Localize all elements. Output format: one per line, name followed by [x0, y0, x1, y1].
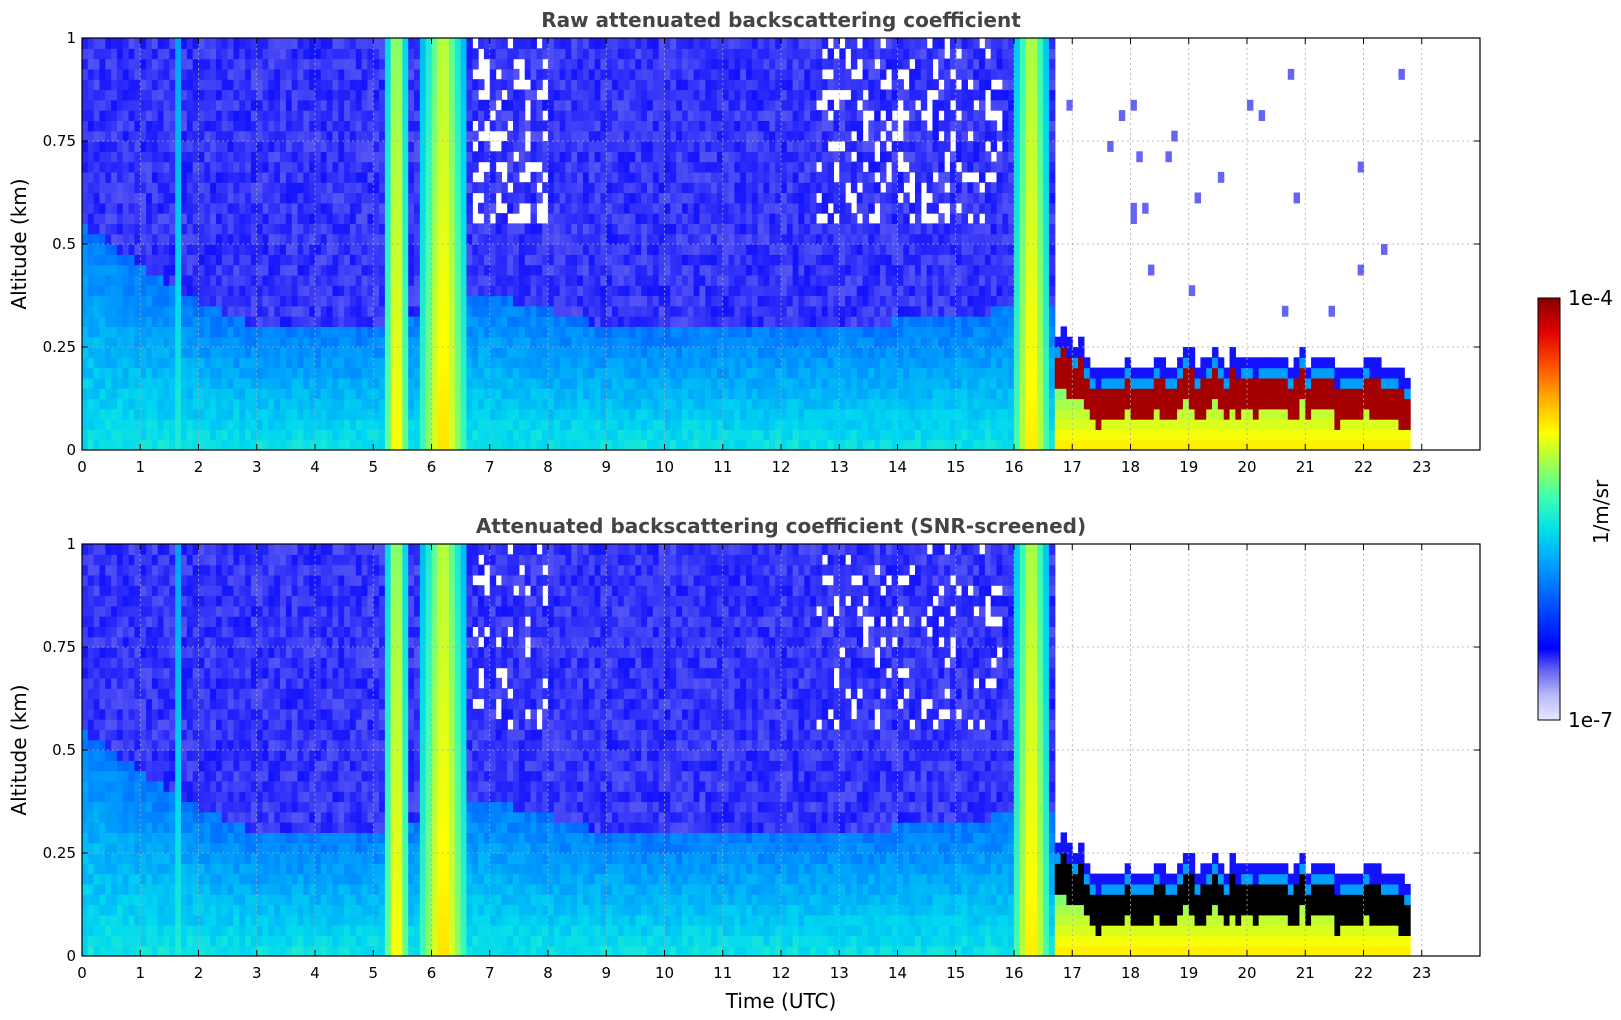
colorbar: 1e-4 1e-7 1/m/sr — [1537, 286, 1613, 732]
x-tick-label: 20 — [1237, 458, 1256, 476]
x-tick-label: 10 — [655, 964, 674, 982]
x-tick-label: 14 — [888, 964, 907, 982]
panel2-xlabel: Time (UTC) — [725, 989, 837, 1013]
x-tick-label: 13 — [830, 964, 849, 982]
y-tick-label: 0 — [66, 441, 76, 459]
x-tick-label: 19 — [1179, 964, 1198, 982]
x-tick-label: 0 — [77, 964, 87, 982]
x-tick-label: 8 — [543, 458, 553, 476]
x-tick-label: 9 — [601, 458, 611, 476]
x-tick-label: 22 — [1354, 458, 1373, 476]
x-tick-label: 6 — [427, 458, 437, 476]
x-tick-label: 7 — [485, 458, 495, 476]
x-tick-label: 6 — [427, 964, 437, 982]
panel2-heatmap — [82, 544, 1411, 956]
x-tick-label: 16 — [1004, 964, 1023, 982]
raw-backscatter-panel: Raw attenuated backscattering coefficien… — [7, 8, 1481, 476]
x-tick-label: 11 — [713, 964, 732, 982]
x-tick-label: 11 — [713, 458, 732, 476]
y-tick-label: 1 — [66, 535, 76, 553]
x-tick-label: 2 — [194, 458, 204, 476]
y-tick-label: 0.25 — [43, 844, 76, 862]
x-tick-label: 18 — [1121, 458, 1140, 476]
colorbar-max-label: 1e-4 — [1568, 286, 1613, 310]
colorbar-min-label: 1e-7 — [1568, 708, 1613, 732]
panel1-title: Raw attenuated backscattering coefficien… — [541, 8, 1021, 32]
panel2-ylabel: Altitude (km) — [7, 684, 31, 815]
x-tick-label: 5 — [368, 964, 378, 982]
x-tick-label: 21 — [1296, 458, 1315, 476]
y-tick-label: 0.75 — [43, 132, 76, 150]
panel1-x-ticks: 0 1 2 3 4 5 6 7 8 9 10 11 12 13 14 15 16 17 18 19 20 21 22 23 — [77, 38, 1431, 476]
x-tick-label: 4 — [310, 964, 320, 982]
x-tick-label: 4 — [310, 458, 320, 476]
panel2-y-ticks: 0 0.25 0.5 0.75 1 — [43, 535, 1480, 965]
x-tick-label: 1 — [135, 964, 145, 982]
x-tick-label: 0 — [77, 458, 87, 476]
colorbar-gradient — [1537, 297, 1561, 721]
x-tick-label: 16 — [1004, 458, 1023, 476]
panel1-heatmap — [82, 38, 1411, 450]
screened-backscatter-panel: Attenuated backscattering coefficient (S… — [7, 514, 1481, 1013]
x-tick-label: 23 — [1412, 458, 1431, 476]
panel2-x-ticks: 0 1 2 3 4 5 6 7 8 9 10 11 12 13 14 15 16 17 18 19 20 21 22 23 — [77, 544, 1431, 982]
y-tick-label: 0.25 — [43, 338, 76, 356]
panel2-title: Attenuated backscattering coefficient (S… — [476, 514, 1086, 538]
x-tick-label: 15 — [946, 458, 965, 476]
y-tick-label: 0.75 — [43, 638, 76, 656]
x-tick-label: 21 — [1296, 964, 1315, 982]
x-tick-label: 18 — [1121, 964, 1140, 982]
x-tick-label: 12 — [771, 458, 790, 476]
x-tick-label: 22 — [1354, 964, 1373, 982]
x-tick-label: 17 — [1063, 964, 1082, 982]
panel2-grid — [82, 544, 1480, 956]
panel1-grid — [82, 38, 1480, 450]
x-tick-label: 20 — [1237, 964, 1256, 982]
x-tick-label: 13 — [830, 458, 849, 476]
x-tick-label: 1 — [135, 458, 145, 476]
y-tick-label: 0.5 — [52, 235, 76, 253]
x-tick-label: 8 — [543, 964, 553, 982]
x-tick-label: 14 — [888, 458, 907, 476]
x-tick-label: 9 — [601, 964, 611, 982]
x-tick-label: 23 — [1412, 964, 1431, 982]
x-tick-label: 3 — [252, 458, 262, 476]
x-tick-label: 15 — [946, 964, 965, 982]
x-tick-label: 19 — [1179, 458, 1198, 476]
panel1-y-ticks: 0 0.25 0.5 0.75 1 — [43, 29, 1480, 459]
x-tick-label: 5 — [368, 458, 378, 476]
colorbar-unit-label: 1/m/sr — [1589, 479, 1613, 544]
panel1-ylabel: Altitude (km) — [7, 178, 31, 309]
x-tick-label: 7 — [485, 964, 495, 982]
y-tick-label: 0.5 — [52, 741, 76, 759]
y-tick-label: 1 — [66, 29, 76, 47]
y-tick-label: 0 — [66, 947, 76, 965]
x-tick-label: 3 — [252, 964, 262, 982]
x-tick-label: 10 — [655, 458, 674, 476]
x-tick-label: 2 — [194, 964, 204, 982]
x-tick-label: 12 — [771, 964, 790, 982]
x-tick-label: 17 — [1063, 458, 1082, 476]
